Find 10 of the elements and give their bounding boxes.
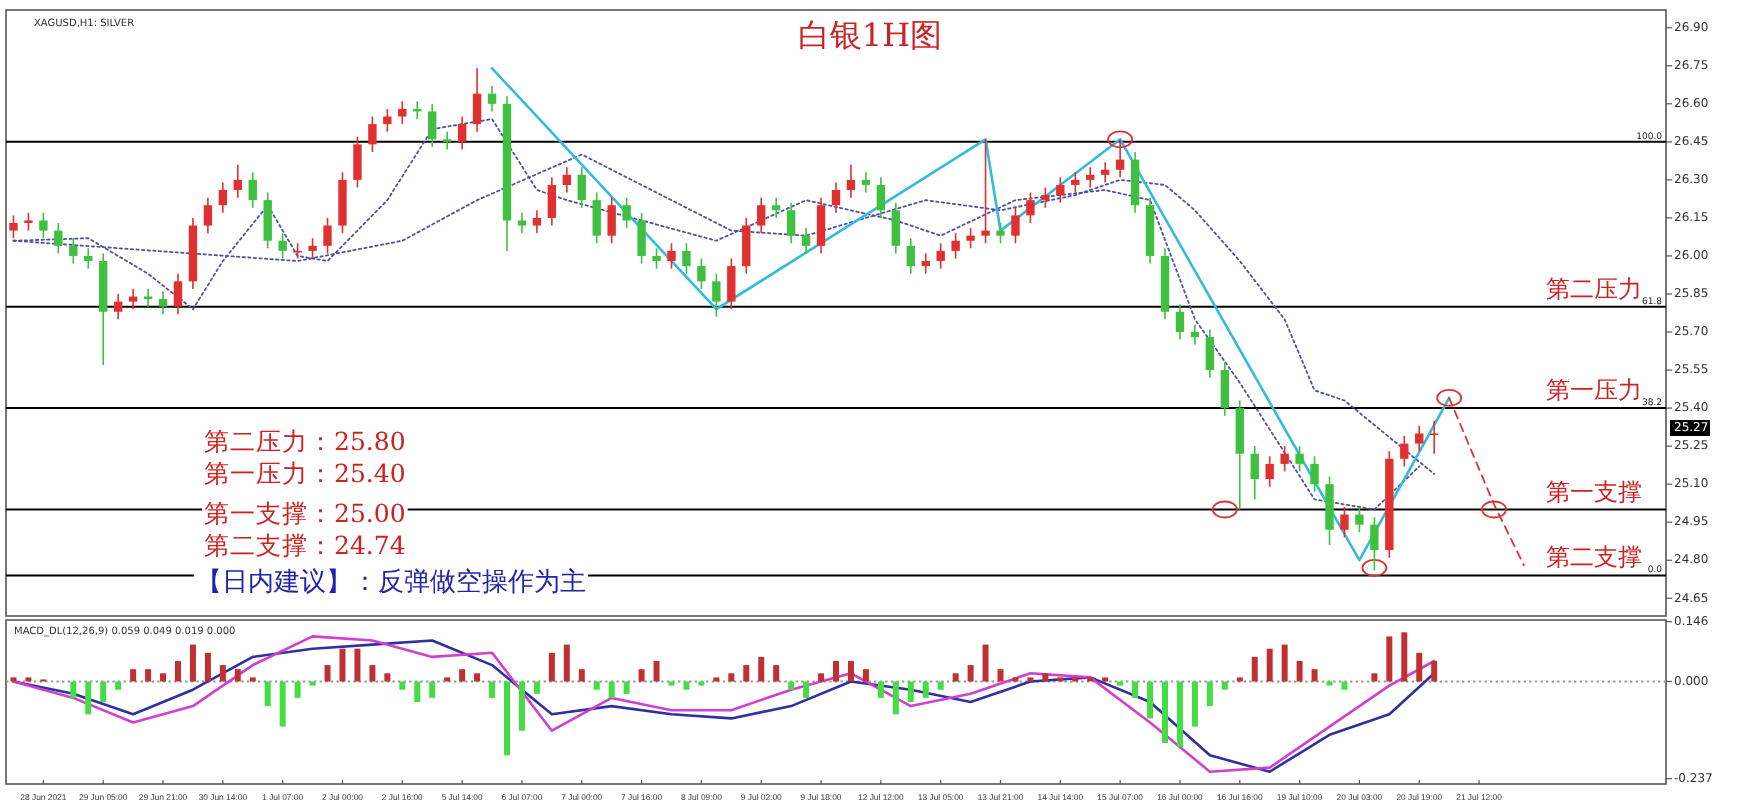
annotation: 第二压力：25.80: [204, 426, 406, 456]
annotation: 第一压力：25.40: [204, 458, 406, 488]
annotation: 【日内建议】：反弹做空操作为主: [196, 566, 586, 598]
chart-title: 白银1H图: [797, 16, 943, 54]
ref-line-label: 第二压力: [1546, 274, 1642, 303]
ref-line-label: 第一压力: [1546, 376, 1642, 405]
ref-line-label: 第一支撑: [1546, 477, 1642, 506]
annotation: 第二支撑：24.74: [204, 530, 406, 560]
annotation: 第一支撑：25.00: [204, 498, 406, 528]
ref-line-label: 第二支撑: [1546, 543, 1642, 572]
